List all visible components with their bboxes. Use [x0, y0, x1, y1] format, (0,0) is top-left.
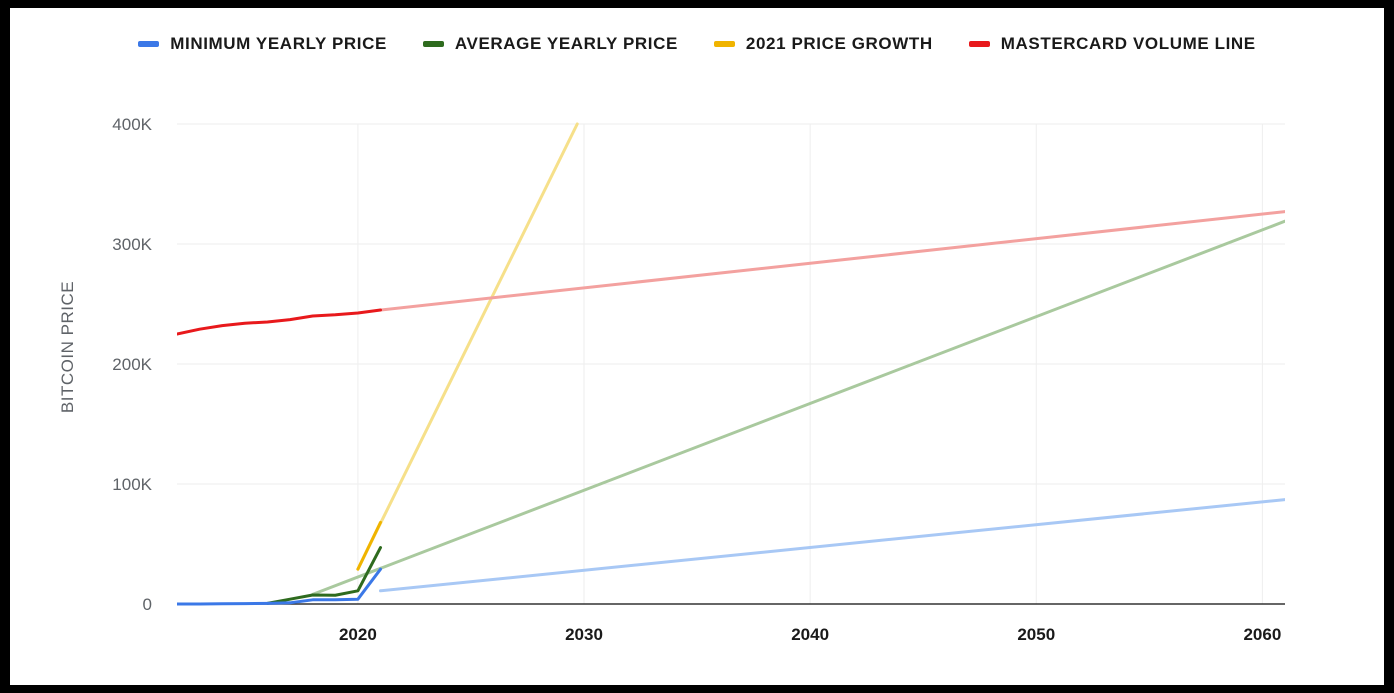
legend-swatch-minimum [138, 41, 160, 47]
legend-label-minimum: MINIMUM YEARLY PRICE [170, 34, 387, 53]
y-tick-label: 400K [112, 115, 152, 134]
x-tick-label: 2060 [1243, 625, 1281, 644]
legend-swatch-average [422, 41, 444, 47]
x-tick-label: 2020 [339, 625, 377, 644]
legend-swatch-growth [713, 41, 735, 47]
chart-frame [10, 8, 1384, 685]
legend-swatch-mastercard [968, 41, 990, 47]
trend-line-series-0 [379, 498, 1285, 593]
legend-item-mastercard-volume-line[interactable]: MASTERCARD VOLUME LINE [968, 34, 1256, 54]
legend-item-average-yearly-price[interactable]: AVERAGE YEARLY PRICE [422, 34, 678, 54]
y-tick-label: 100K [112, 475, 152, 494]
x-tick-label: 2040 [791, 625, 829, 644]
x-tick-label: 2050 [1017, 625, 1055, 644]
trend-line-series-2 [356, 122, 579, 571]
y-tick-label: 0 [143, 595, 152, 614]
trend-line-series-1 [311, 219, 1285, 596]
data-line-series-3 [177, 308, 383, 336]
trend-line-series-3 [379, 210, 1285, 312]
y-axis-title: BITCOIN PRICE [58, 281, 77, 413]
x-tick-label: 2030 [565, 625, 603, 644]
data-line-series-0 [177, 567, 383, 606]
y-tick-label: 300K [112, 235, 152, 254]
data-line-series-2 [356, 520, 383, 571]
chart-legend: MINIMUM YEARLY PRICE AVERAGE YEARLY PRIC… [0, 34, 1394, 54]
legend-label-average: AVERAGE YEARLY PRICE [454, 34, 678, 53]
legend-item-2021-price-growth[interactable]: 2021 PRICE GROWTH [713, 34, 933, 54]
y-tick-label: 200K [112, 355, 152, 374]
legend-label-growth: 2021 PRICE GROWTH [745, 34, 933, 53]
data-line-series-1 [265, 546, 383, 605]
legend-item-minimum-yearly-price[interactable]: MINIMUM YEARLY PRICE [138, 34, 387, 54]
legend-label-mastercard: MASTERCARD VOLUME LINE [1000, 34, 1256, 53]
